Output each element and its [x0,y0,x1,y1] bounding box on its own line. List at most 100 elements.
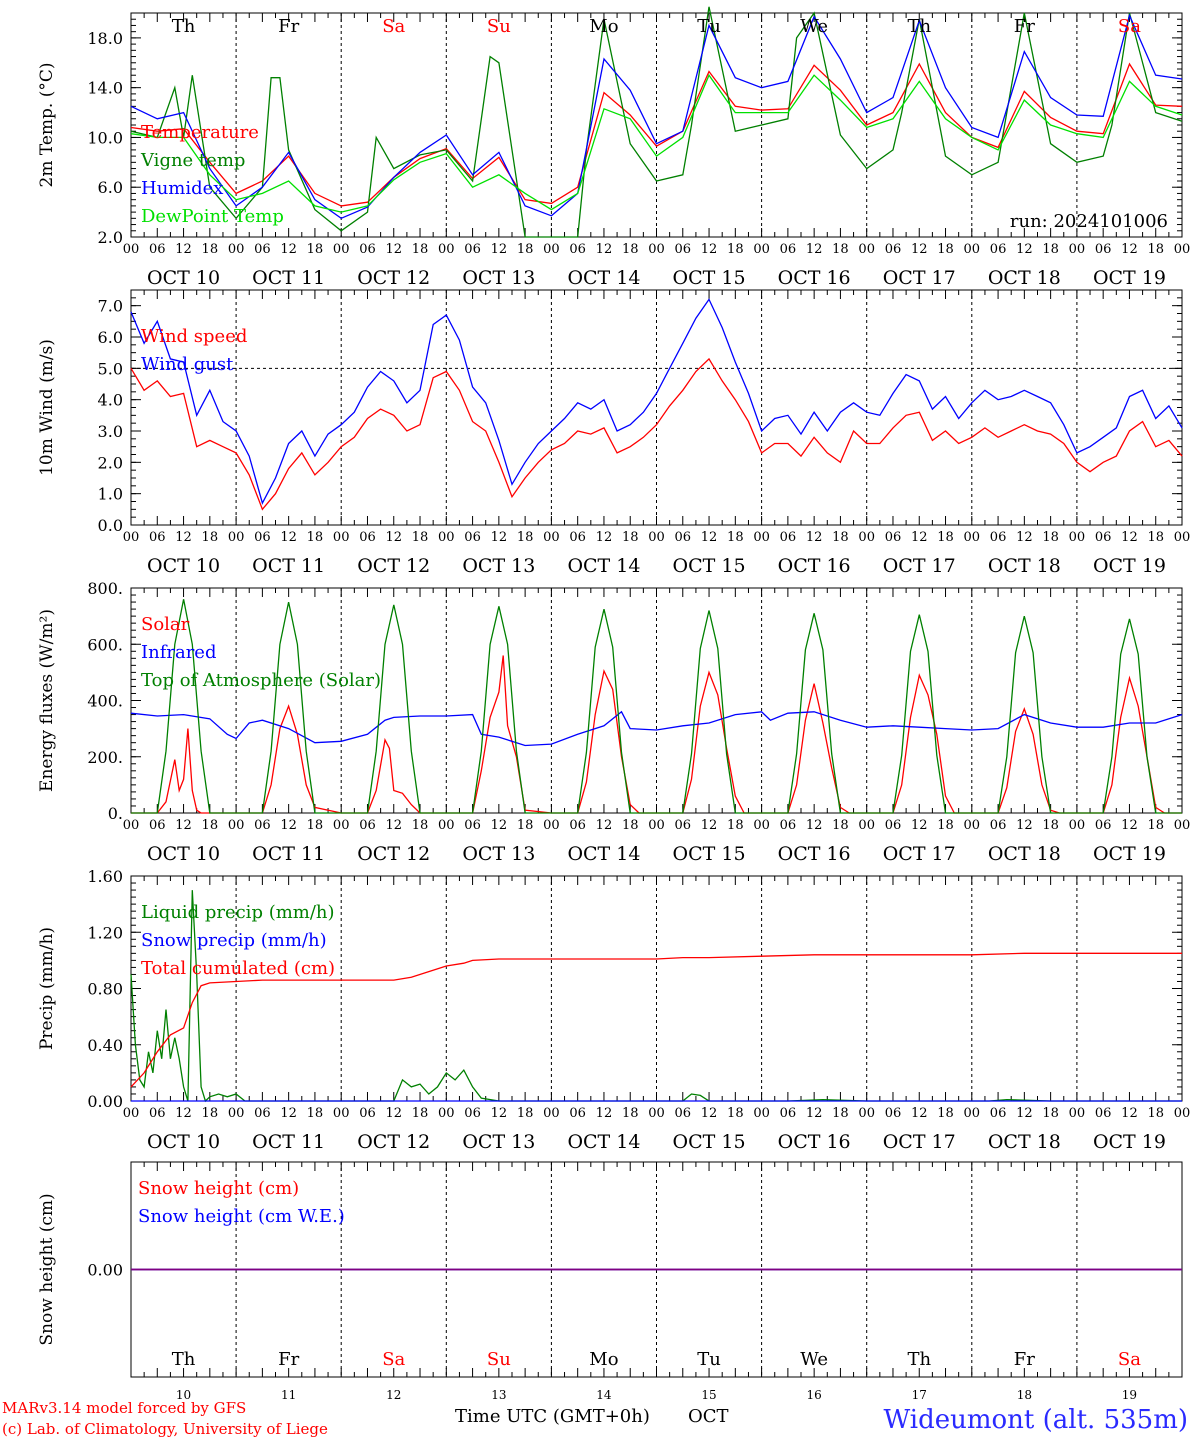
hour-tick-label: 06 [990,818,1007,833]
date-label: OCT 11 [252,1131,325,1153]
y-tick-label: 0. [108,804,123,823]
hour-tick-label: 00 [543,530,560,545]
hour-tick-label: 12 [806,242,823,257]
date-label: OCT 16 [778,555,851,577]
date-label: OCT 15 [673,555,746,577]
weekday-label: Tu [697,1349,721,1370]
hour-tick-label: 00 [438,1106,455,1121]
hour-tick-label: 00 [228,530,245,545]
y-tick-label: 4.0 [98,391,123,410]
hour-tick-label: 18 [727,818,744,833]
plot-frame [130,12,1183,238]
hour-tick-label: 06 [359,242,376,257]
date-label: OCT 14 [567,1131,640,1153]
y-tick-label: 14.0 [87,79,123,98]
legend-entry: Liquid precip (mm/h) [141,902,335,923]
legend-entry: DewPoint Temp [141,206,284,227]
date-label: OCT 17 [883,267,956,289]
hour-tick-label: 00 [753,1106,770,1121]
legend-entry: Wind speed [141,326,247,347]
hour-tick-label: 06 [780,1106,797,1121]
day-number-label: 18 [1017,1388,1032,1402]
hour-tick-label: 12 [491,530,508,545]
hour-tick-label: 00 [543,818,560,833]
hour-tick-label: 12 [596,818,613,833]
hour-tick-label: 00 [1174,1106,1191,1121]
hour-tick-label: 06 [569,242,586,257]
y-tick-label: 600. [87,635,123,654]
hour-tick-label: 06 [149,1106,166,1121]
hour-tick-label: 00 [1174,818,1191,833]
hour-tick-label: 06 [149,530,166,545]
hour-tick-label: 12 [701,1106,718,1121]
legend-entry: Snow height (cm W.E.) [138,1206,345,1227]
panel-5: 0.00 Snow height (cm) Snow height (cm) Snow… [37,1161,1183,1402]
day-number-label: 17 [912,1388,927,1402]
hour-tick-label: 18 [937,530,954,545]
series-line-dewpoint-temp [130,73,1183,213]
weekday-label: Su [487,1349,511,1370]
day-number-label: 15 [701,1388,716,1402]
hour-tick-label: 18 [832,818,849,833]
y-tick-label: 3.0 [98,422,123,441]
weekday-label: We [800,16,828,37]
hour-tick-label: 00 [333,1106,350,1121]
date-label: OCT 14 [567,267,640,289]
day-number-label: 12 [386,1388,401,1402]
y-tick-label: 0.00 [87,1092,123,1111]
hour-tick-label: 06 [780,818,797,833]
hour-tick-label: 18 [202,530,219,545]
hour-tick-label: 18 [1147,818,1164,833]
run-annotation: run: 2024101006 [1010,211,1168,232]
hour-tick-label: 00 [1069,242,1086,257]
date-label: OCT 13 [462,843,535,865]
day-number-label: 11 [281,1388,296,1402]
hour-tick-label: 12 [385,818,402,833]
hour-tick-label: 06 [675,818,692,833]
weekday-label: Fr [1014,1349,1035,1370]
weekday-label: Fr [1014,16,1035,37]
series-line-wind-speed [130,357,1183,511]
hour-tick-label: 12 [175,1106,192,1121]
hour-tick-label: 06 [780,530,797,545]
hour-tick-label: 00 [228,242,245,257]
hour-tick-label: 00 [123,242,140,257]
hour-tick-label: 00 [333,242,350,257]
hour-tick-label: 00 [1174,530,1191,545]
hour-tick-label: 18 [937,1106,954,1121]
hour-tick-label: 12 [175,530,192,545]
hour-tick-label: 06 [569,818,586,833]
hour-tick-label: 12 [385,1106,402,1121]
legend-entry: Infrared [141,642,216,663]
weekday-label: Sa [382,1349,405,1370]
hour-tick-label: 06 [675,1106,692,1121]
hour-tick-label: 00 [123,1106,140,1121]
y-tick-label: 800. [87,579,123,598]
date-label: OCT 19 [1093,555,1166,577]
date-label: OCT 13 [462,1131,535,1153]
y-tick-label: 400. [87,692,123,711]
model-credit-line-1: MARv3.14 model forced by GFS [2,1399,246,1417]
model-credit-line-2: (c) Lab. of Climatology, University of L… [2,1420,328,1438]
hour-tick-label: 12 [596,530,613,545]
hour-tick-label: 12 [1121,530,1138,545]
hour-tick-label: 12 [1121,242,1138,257]
hour-tick-label: 06 [885,242,902,257]
date-label: OCT 18 [988,555,1061,577]
hour-tick-label: 18 [517,1106,534,1121]
hour-tick-label: 00 [964,818,981,833]
hour-tick-label: 00 [648,530,665,545]
hour-tick-label: 18 [412,242,429,257]
date-label: OCT 15 [673,843,746,865]
hour-tick-label: 12 [596,242,613,257]
hour-tick-label: 12 [1121,1106,1138,1121]
hour-tick-label: 06 [464,1106,481,1121]
legend-entry: Humidex [141,178,223,199]
y-tick-label: 10.0 [87,128,123,147]
hour-tick-label: 12 [701,818,718,833]
hour-tick-label: 12 [701,530,718,545]
hour-tick-label: 06 [464,530,481,545]
date-label: OCT 18 [988,843,1061,865]
hour-tick-label: 00 [648,242,665,257]
date-label: OCT 17 [883,1131,956,1153]
